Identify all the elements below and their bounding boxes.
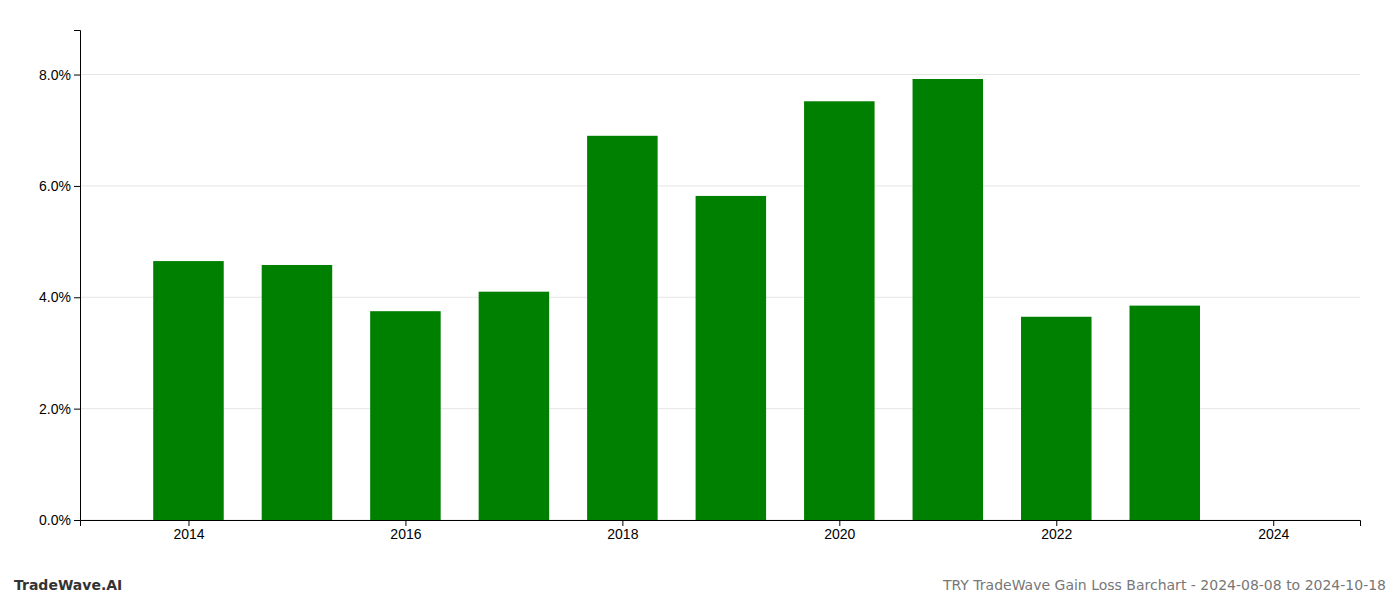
y-tick-label: 0.0%	[39, 512, 71, 528]
bar	[370, 311, 441, 520]
y-tick-label: 6.0%	[39, 178, 71, 194]
bar	[587, 136, 658, 520]
x-tick: 2022	[1041, 520, 1072, 542]
y-tick-mark	[74, 297, 80, 298]
y-tick-label: 2.0%	[39, 401, 71, 417]
y-tick: 2.0%	[39, 401, 80, 417]
chart: 2014 2016 2018 2020 2022 2024 0.0% 2.0% 4.0% 6.0%…	[0, 0, 1400, 600]
y-tick-label: 4.0%	[39, 289, 71, 305]
bar	[696, 196, 767, 520]
y-tick-label: 8.0%	[39, 67, 71, 83]
x-tick: 2020	[824, 520, 855, 542]
footer: TradeWave.AI TRY TradeWave Gain Loss Barc…	[14, 577, 1386, 593]
x-tick: 2016	[390, 520, 421, 542]
y-axis: 0.0% 2.0% 4.0% 6.0% 8.0%	[39, 31, 80, 528]
y-tick: 6.0%	[39, 178, 80, 194]
grid-line	[80, 74, 1360, 75]
x-tick-label: 2022	[1041, 526, 1072, 542]
bar	[804, 101, 875, 520]
bar	[1129, 306, 1200, 520]
bar	[479, 292, 550, 520]
x-axis: 2014 2016 2018 2020 2022 2024	[81, 520, 1361, 542]
y-tick-mark	[74, 520, 80, 521]
y-tick: 4.0%	[39, 289, 80, 305]
x-tick-label: 2014	[173, 526, 204, 542]
bars	[153, 79, 1200, 520]
y-axis-line	[74, 31, 81, 521]
bar	[1021, 317, 1092, 520]
plot: 2014 2016 2018 2020 2022 2024 0.0% 2.0% 4.0% 6.0%…	[39, 31, 1360, 542]
x-axis-line	[81, 521, 1361, 527]
x-tick-label: 2020	[824, 526, 855, 542]
annotation: TRY TradeWave Gain Loss Barchart - 2024-…	[942, 577, 1386, 593]
grid	[80, 75, 1360, 520]
grid-line	[80, 185, 1360, 186]
y-tick-mark	[74, 409, 80, 410]
x-tick: 2024	[1258, 520, 1289, 542]
bar	[262, 265, 333, 520]
bar	[153, 261, 224, 520]
x-tick-label: 2024	[1258, 526, 1289, 542]
y-tick-mark	[74, 75, 80, 76]
y-tick: 0.0%	[39, 512, 80, 528]
x-tick: 2018	[607, 520, 638, 542]
x-tick-label: 2016	[390, 526, 421, 542]
bar	[913, 79, 984, 520]
annotation: TradeWave.AI	[14, 577, 122, 593]
y-tick-mark	[74, 186, 80, 187]
y-tick: 8.0%	[39, 67, 80, 83]
x-tick: 2014	[173, 520, 204, 542]
x-tick-label: 2018	[607, 526, 638, 542]
